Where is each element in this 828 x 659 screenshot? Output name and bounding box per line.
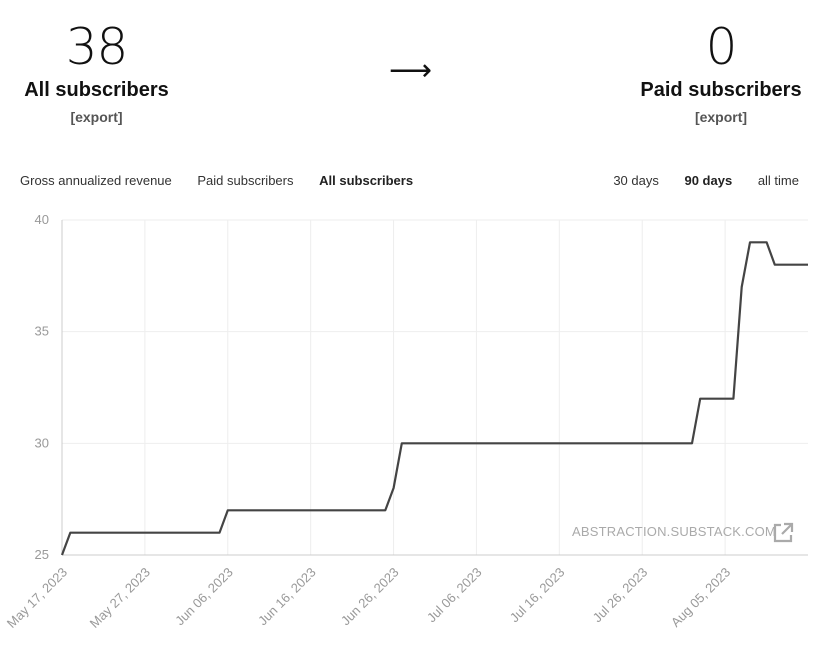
x-tick-label: Jun 26, 2023 bbox=[338, 565, 402, 629]
all-subscribers-label: All subscribers bbox=[24, 79, 169, 101]
x-tick-label: Jun 16, 2023 bbox=[255, 565, 319, 629]
x-tick-label: May 17, 2023 bbox=[4, 565, 70, 631]
tab-paid-subscribers[interactable]: Paid subscribers bbox=[197, 173, 294, 188]
paid-subscribers-label: Paid subscribers bbox=[640, 79, 802, 101]
x-tick-label: Jun 06, 2023 bbox=[172, 565, 236, 629]
export-all-subscribers-link[interactable]: [export] bbox=[70, 109, 123, 125]
arrow-right-icon: ⟶ bbox=[389, 53, 433, 88]
x-tick-label: May 27, 2023 bbox=[87, 565, 153, 631]
series-line-all-subscribers bbox=[60, 241, 808, 556]
x-tick-label: Jul 26, 2023 bbox=[590, 565, 651, 626]
y-tick-label: 25 bbox=[35, 547, 49, 562]
x-tick-label: Aug 05, 2023 bbox=[668, 565, 733, 630]
tab-gross-annualized-revenue[interactable]: Gross annualized revenue bbox=[20, 173, 172, 188]
tab-all-time[interactable]: all time bbox=[757, 173, 799, 188]
y-tick-label: 40 bbox=[35, 212, 49, 227]
range-tabs: 30 days 90 days all time bbox=[591, 173, 799, 188]
all-subscribers-count: 38 bbox=[65, 18, 129, 76]
y-tick-label: 35 bbox=[35, 324, 49, 339]
paid-subscribers-count: 0 bbox=[705, 18, 738, 76]
tab-90-days[interactable]: 90 days bbox=[684, 173, 733, 188]
x-tick-label: Jul 16, 2023 bbox=[507, 565, 568, 626]
x-tick-label: Jul 06, 2023 bbox=[424, 565, 485, 626]
all-subscribers-stat: 38 All subscribers [export] bbox=[20, 18, 173, 125]
external-link-icon[interactable] bbox=[771, 521, 795, 545]
publication-watermark: ABSTRACTION.SUBSTACK.COM bbox=[572, 524, 776, 539]
tab-all-subscribers[interactable]: All subscribers bbox=[319, 173, 414, 188]
paid-subscribers-stat: 0 Paid subscribers [export] bbox=[637, 18, 805, 125]
tab-30-days[interactable]: 30 days bbox=[613, 173, 659, 188]
metric-tabs: Gross annualized revenue Paid subscriber… bbox=[20, 173, 435, 188]
y-tick-label: 30 bbox=[35, 435, 49, 450]
export-paid-subscribers-link[interactable]: [export] bbox=[694, 109, 748, 125]
